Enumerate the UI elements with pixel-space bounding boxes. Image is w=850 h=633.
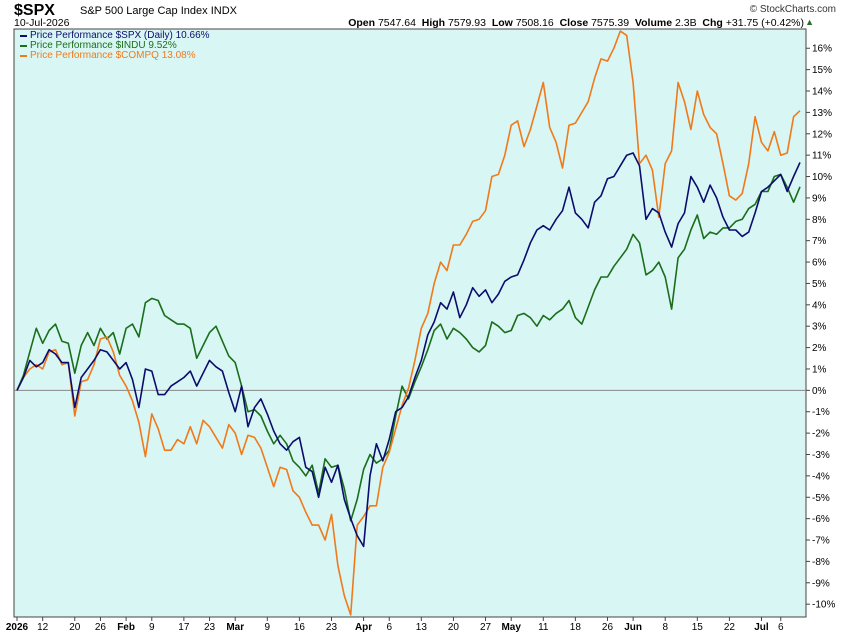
y-tick-label: -5% [812, 493, 830, 504]
y-tick-label: -3% [812, 450, 830, 461]
change-value: +31.75 (+0.42%) [725, 17, 804, 29]
y-tick-label: 11% [812, 151, 831, 162]
x-tick-label: 26 [95, 622, 107, 633]
x-tick-label: Apr [355, 622, 372, 633]
chart-date: 10-Jul-2026 [14, 17, 70, 29]
open-value: 7547.64 [377, 17, 416, 29]
legend-label-indu: Price Performance $INDU 9.52% [30, 40, 177, 51]
y-tick-label: 2% [812, 343, 827, 354]
x-tick-label: 9 [149, 622, 155, 633]
y-tick-label: 8% [812, 215, 827, 226]
volume-value: 2.3B [674, 17, 697, 29]
plot-area [13, 28, 807, 618]
y-tick-label: -4% [812, 471, 830, 482]
y-tick-label: 13% [812, 108, 832, 119]
x-tick-label: 9 [265, 622, 271, 633]
high-value: 7579.93 [448, 17, 486, 29]
x-tick-label: 11 [538, 622, 549, 633]
low-value: 7508.16 [515, 17, 554, 29]
x-tick-label: 6 [386, 622, 392, 633]
legend-entry-indu: Price Performance $INDU 9.52% [20, 41, 210, 51]
legend-entry-compq: Price Performance $COMPQ 13.08% [20, 51, 210, 61]
x-tick-label: 12 [37, 622, 49, 633]
y-tick-label: -2% [812, 429, 830, 440]
series-line-compq [16, 30, 801, 616]
legend-label-compq: Price Performance $COMPQ 13.08% [30, 50, 196, 61]
series-line-spx [16, 152, 801, 548]
x-tick-label: Jun [624, 622, 642, 633]
x-tick-label: 8 [662, 622, 668, 633]
y-tick-label: -7% [812, 536, 830, 547]
y-tick-label: 6% [812, 258, 827, 269]
x-tick-label: 13 [416, 622, 428, 633]
y-tick-label: -6% [812, 514, 830, 525]
y-tick-label: -1% [812, 407, 830, 418]
y-tick-label: -9% [812, 578, 830, 589]
up-arrow-icon: ▲ [805, 17, 814, 27]
x-tick-label: Jul [754, 622, 769, 633]
stockcharts-logo[interactable]: © StockCharts.com [749, 4, 836, 15]
x-tick-label: 6 [778, 622, 784, 633]
x-tick-label: Mar [226, 622, 244, 633]
y-tick-label: 15% [812, 65, 832, 76]
open-label: Open [348, 17, 376, 29]
y-tick-label: 1% [812, 364, 827, 375]
index-full-name: S&P 500 Large Cap Index [80, 5, 208, 17]
y-tick-label: 0% [812, 386, 827, 397]
series-line-indu [16, 173, 801, 522]
legend-swatch-compq [20, 55, 27, 57]
x-tick-label: 15 [692, 622, 704, 633]
ticker-symbol: $SPX [14, 2, 55, 19]
chart-legend: Price Performance $SPX (Daily) 10.66% Pr… [20, 31, 210, 61]
x-tick-label: 22 [724, 622, 736, 633]
y-tick-label: 4% [812, 300, 827, 311]
x-tick-label: 20 [448, 622, 460, 633]
y-tick-label: 9% [812, 193, 827, 204]
y-tick-label: 3% [812, 322, 827, 333]
y-tick-label: 14% [812, 87, 832, 98]
index-name: S&P 500 Large Cap Index INDX [80, 5, 237, 17]
legend-entry-spx: Price Performance $SPX (Daily) 10.66% [20, 31, 210, 41]
volume-label: Volume [634, 17, 673, 29]
x-tick-label: 2026 [6, 622, 29, 633]
y-tick-label: 5% [812, 279, 827, 290]
x-tick-label: 16 [294, 622, 306, 633]
y-tick-label: 12% [812, 129, 832, 140]
x-tick-label: 27 [480, 622, 492, 633]
y-tick-label: -10% [812, 600, 835, 611]
low-label: Low [491, 17, 513, 29]
x-tick-label: 17 [178, 622, 190, 633]
legend-label-spx: Price Performance $SPX (Daily) 10.66% [30, 30, 210, 41]
legend-swatch-indu [20, 45, 27, 47]
x-tick-label: 20 [69, 622, 81, 633]
y-tick-label: 16% [812, 44, 832, 55]
x-tick-label: Feb [117, 622, 135, 633]
high-label: High [421, 17, 446, 29]
x-tick-label: 18 [570, 622, 582, 633]
x-tick-label: 23 [204, 622, 216, 633]
x-tick-label: 26 [602, 622, 614, 633]
exchange-code: INDX [210, 5, 237, 17]
y-tick-label: 10% [812, 172, 832, 183]
change-label: Chg [702, 17, 723, 29]
close-label: Close [559, 17, 589, 29]
quote-summary: Open 7547.64 High 7579.93 Low 7508.16 Cl… [348, 17, 804, 29]
y-tick-label: 7% [812, 236, 827, 247]
x-tick-label: 23 [326, 622, 338, 633]
close-value: 7575.39 [591, 17, 630, 29]
y-tick-label: -8% [812, 557, 830, 568]
legend-swatch-spx [20, 35, 27, 37]
x-tick-label: May [501, 622, 521, 633]
